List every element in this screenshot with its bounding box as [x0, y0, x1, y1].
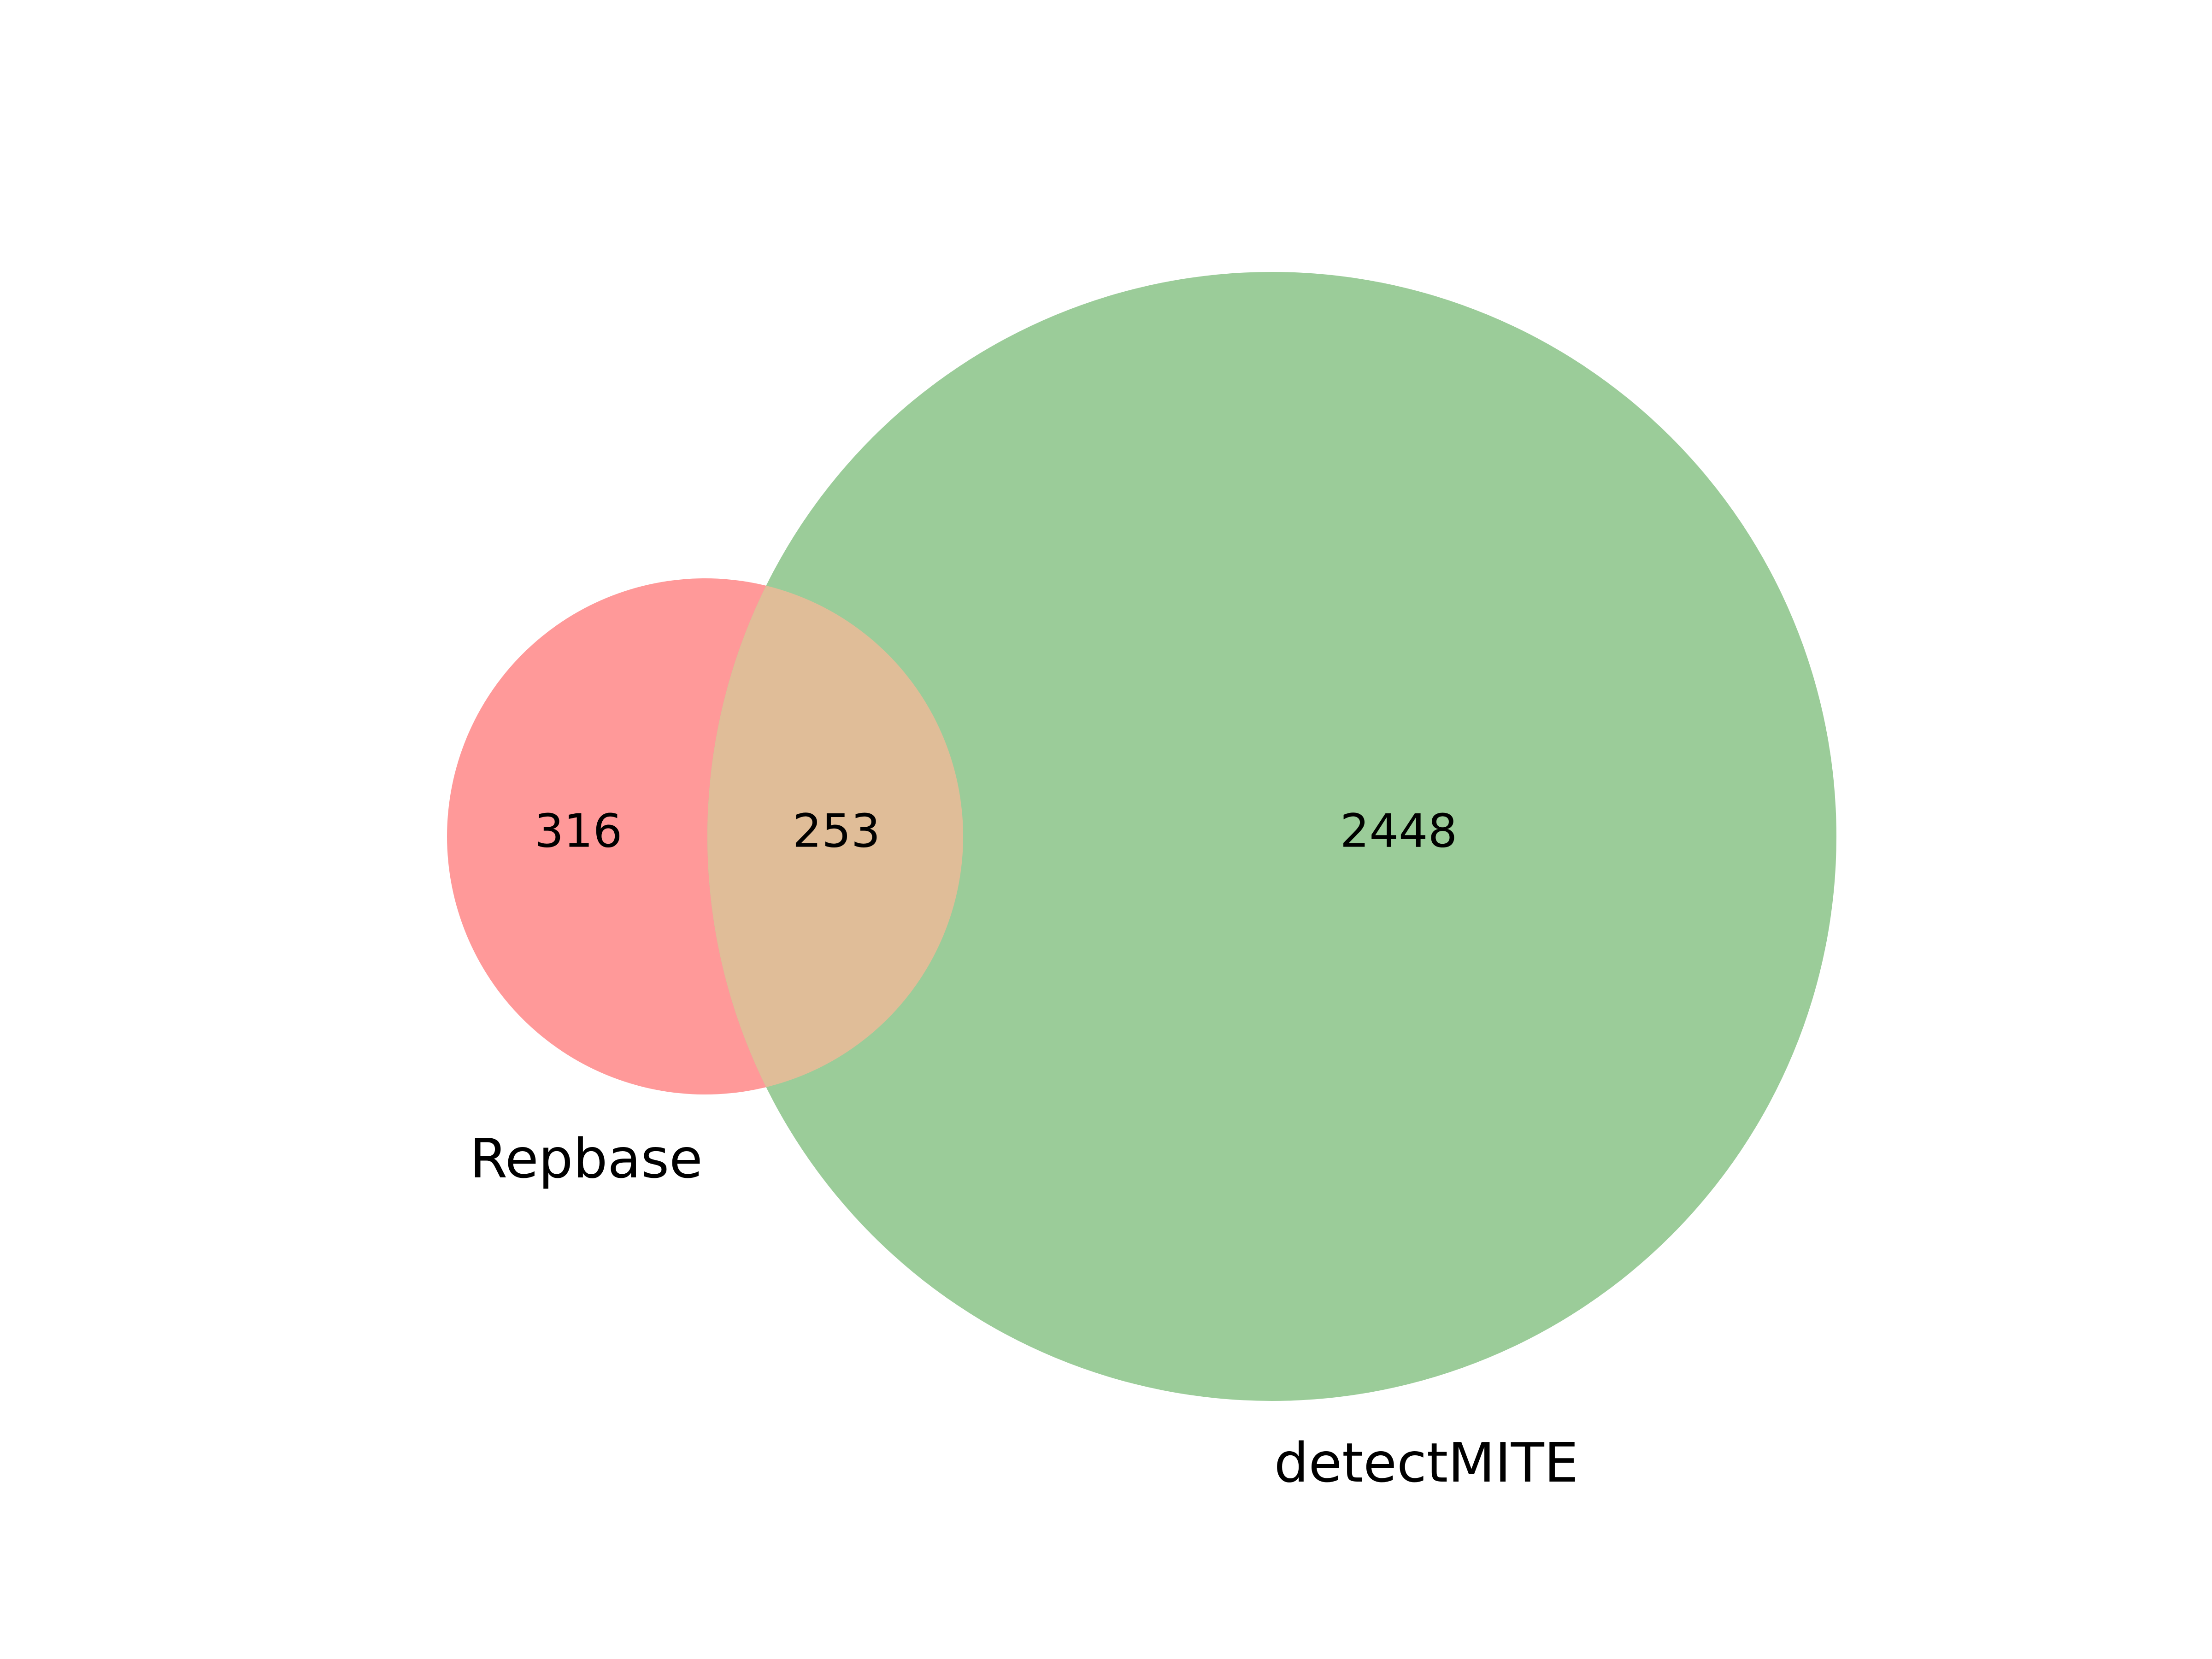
count-repbase-only: 316: [535, 804, 623, 858]
count-detectmite-only: 2448: [1340, 804, 1458, 858]
count-intersection: 253: [793, 804, 881, 858]
set-label-repbase: Repbase: [470, 1127, 702, 1190]
set-label-detectmite: detectMITE: [1274, 1431, 1579, 1494]
set-circle-detectmite: [707, 272, 1836, 1401]
